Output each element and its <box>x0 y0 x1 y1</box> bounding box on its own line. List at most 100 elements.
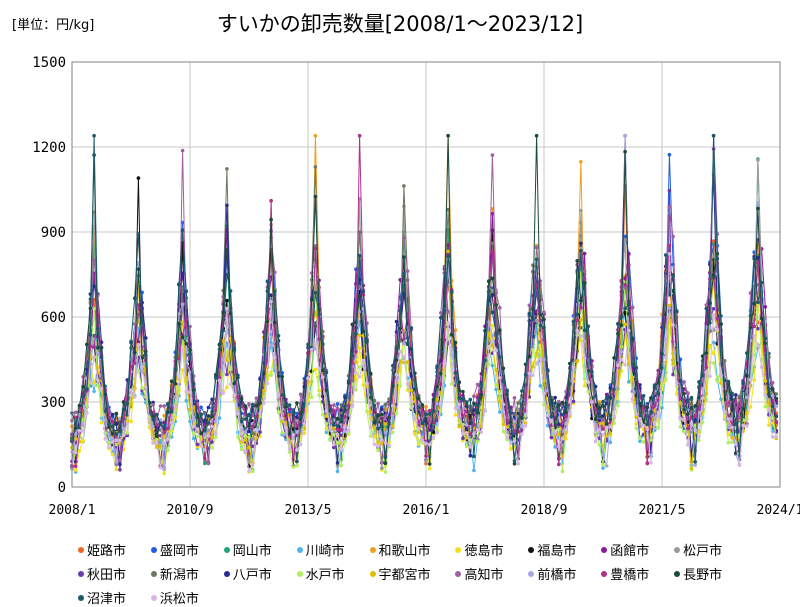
data-point <box>114 411 119 416</box>
data-point <box>273 289 277 294</box>
data-point <box>774 434 779 439</box>
data-point <box>357 374 362 379</box>
data-point <box>383 461 388 466</box>
data-point <box>81 394 85 399</box>
data-point <box>586 389 591 394</box>
data-point <box>391 430 395 435</box>
legend-item: 前橋市 <box>528 564 592 583</box>
data-point <box>376 401 380 406</box>
series-markers-19 <box>70 133 779 464</box>
data-point <box>357 294 362 299</box>
data-point <box>593 408 598 412</box>
data-point <box>228 289 233 293</box>
data-point <box>726 417 731 421</box>
legend-marker-icon <box>150 546 157 553</box>
data-point <box>711 340 716 345</box>
data-point <box>453 413 458 417</box>
data-point <box>579 298 583 303</box>
data-point <box>144 353 148 357</box>
data-point <box>752 301 756 306</box>
legend-item: 福島市 <box>528 540 592 559</box>
data-point <box>225 306 229 311</box>
data-point <box>523 423 528 428</box>
data-point <box>96 378 100 383</box>
data-point <box>745 424 749 428</box>
data-point <box>715 317 720 321</box>
data-point <box>501 429 506 434</box>
data-point <box>604 395 609 400</box>
data-point <box>656 426 661 430</box>
data-point <box>693 460 697 464</box>
data-point <box>512 459 517 463</box>
data-point <box>623 283 627 287</box>
data-point <box>398 349 403 354</box>
legend-marker-icon <box>78 570 84 577</box>
data-point <box>663 376 668 381</box>
data-point <box>291 411 296 415</box>
data-point <box>557 403 561 407</box>
data-point <box>291 433 296 437</box>
data-point <box>767 423 771 428</box>
data-point <box>416 396 421 401</box>
data-point <box>475 440 480 444</box>
data-point <box>627 328 631 333</box>
data-point <box>96 326 100 331</box>
data-point <box>398 308 403 313</box>
data-point <box>774 420 779 425</box>
data-point <box>597 427 602 432</box>
data-point <box>188 370 192 375</box>
data-point <box>313 247 318 251</box>
legend-label: 秋田市 <box>87 568 127 583</box>
data-point <box>313 194 318 199</box>
data-point <box>332 403 336 407</box>
data-point <box>649 460 653 465</box>
data-point <box>162 413 166 418</box>
data-point <box>258 395 262 399</box>
data-point <box>453 371 458 375</box>
data-point <box>427 412 432 416</box>
data-point <box>748 378 753 382</box>
data-point <box>667 306 672 311</box>
data-point <box>494 291 498 295</box>
data-point <box>250 424 255 429</box>
data-point <box>339 417 344 421</box>
data-point <box>321 413 325 417</box>
legend-item: 和歌山市 <box>369 540 447 559</box>
data-point <box>309 395 314 400</box>
data-point <box>442 308 447 313</box>
data-point <box>756 300 760 305</box>
data-point <box>560 413 565 417</box>
data-point <box>402 354 406 359</box>
data-point <box>601 466 605 470</box>
legend: 姫路市 盛岡市 岡山市 川崎市 和歌山市 徳島市 福島市 函館市 松戸市 秋田市 新潟市 八戸市 水戸市… <box>78 540 738 607</box>
data-point <box>162 404 166 408</box>
data-point <box>516 407 520 412</box>
data-point <box>464 404 469 409</box>
data-point <box>483 328 487 333</box>
data-point <box>715 327 720 332</box>
data-point <box>158 422 163 426</box>
data-point <box>214 432 218 437</box>
data-point <box>568 382 572 386</box>
data-point <box>678 417 683 421</box>
data-point <box>638 383 642 387</box>
data-point <box>697 438 701 443</box>
data-point <box>191 436 196 441</box>
data-point <box>180 302 185 307</box>
data-point <box>140 386 144 390</box>
data-point <box>343 404 347 408</box>
data-point <box>184 359 189 363</box>
data-point <box>604 464 609 468</box>
data-point <box>357 230 362 234</box>
data-point <box>623 322 627 327</box>
y-tick-label: 0 <box>58 480 66 496</box>
data-point <box>579 208 583 213</box>
data-point <box>199 412 203 417</box>
data-point <box>214 435 218 440</box>
data-point <box>324 388 329 392</box>
data-point <box>180 335 185 340</box>
data-point <box>114 460 119 464</box>
legend-item: 徳島市 <box>455 540 519 559</box>
data-point <box>686 443 690 447</box>
data-point <box>398 278 403 282</box>
